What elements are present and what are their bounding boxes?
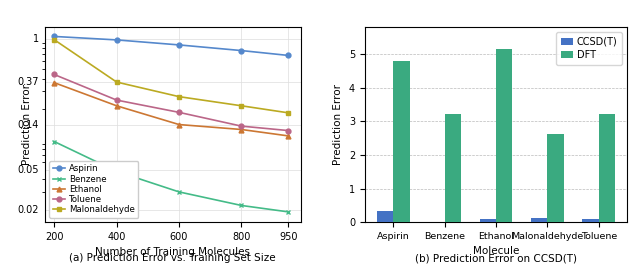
- Text: 0.02: 0.02: [18, 205, 39, 215]
- Ethanol: [175, 123, 183, 126]
- Bar: [393, 62, 410, 222]
- Text: (b) Prediction Error on CCSD(T): (b) Prediction Error on CCSD(T): [415, 253, 577, 263]
- Aspirin: [237, 49, 245, 52]
- Toluene: [237, 124, 245, 128]
- Toluene: [175, 111, 183, 114]
- Line: Toluene: Toluene: [52, 72, 291, 133]
- Aspirin: [175, 43, 183, 47]
- Aspirin: [51, 35, 58, 38]
- Aspirin: [113, 38, 120, 41]
- Malonaldehyde: [113, 80, 120, 84]
- Text: 0.37: 0.37: [18, 77, 39, 87]
- Bar: [377, 211, 393, 222]
- Text: 1: 1: [33, 34, 39, 44]
- Legend: Aspirin, Benzene, Ethanol, Toluene, Malonaldehyde: Aspirin, Benzene, Ethanol, Toluene, Malo…: [49, 161, 138, 218]
- Benzene: [51, 140, 58, 143]
- X-axis label: Molecule: Molecule: [473, 247, 519, 256]
- Malonaldehyde: [51, 38, 58, 41]
- Bar: [547, 134, 564, 222]
- Toluene: [284, 129, 292, 132]
- Line: Ethanol: Ethanol: [52, 80, 291, 138]
- Toluene: [51, 73, 58, 76]
- Y-axis label: Prediction Error: Prediction Error: [333, 84, 343, 165]
- Toluene: [113, 98, 120, 102]
- Bar: [479, 219, 496, 222]
- Ethanol: [113, 104, 120, 107]
- Benzene: [237, 204, 245, 207]
- Ethanol: [237, 128, 245, 131]
- Bar: [582, 219, 599, 222]
- Text: (a) Prediction Error vs. Training Set Size: (a) Prediction Error vs. Training Set Si…: [70, 253, 276, 263]
- Y-axis label: Prediction Error: Prediction Error: [22, 84, 32, 165]
- Malonaldehyde: [175, 95, 183, 98]
- Text: 0.14: 0.14: [18, 120, 39, 130]
- Benzene: [113, 170, 120, 173]
- Aspirin: [284, 54, 292, 57]
- Bar: [531, 218, 547, 222]
- X-axis label: Number of Training Molecules: Number of Training Molecules: [95, 247, 250, 257]
- Bar: [445, 114, 461, 222]
- Line: Malonaldehyde: Malonaldehyde: [52, 37, 291, 115]
- Line: Aspirin: Aspirin: [52, 34, 291, 58]
- Text: 0.05: 0.05: [18, 164, 39, 175]
- Bar: [599, 114, 615, 222]
- Benzene: [175, 190, 183, 193]
- Benzene: [284, 210, 292, 214]
- Ethanol: [51, 81, 58, 84]
- Line: Benzene: Benzene: [52, 139, 291, 214]
- Malonaldehyde: [237, 104, 245, 107]
- Bar: [496, 49, 513, 222]
- Ethanol: [284, 134, 292, 137]
- Legend: CCSD(T), DFT: CCSD(T), DFT: [556, 32, 622, 64]
- Malonaldehyde: [284, 111, 292, 114]
